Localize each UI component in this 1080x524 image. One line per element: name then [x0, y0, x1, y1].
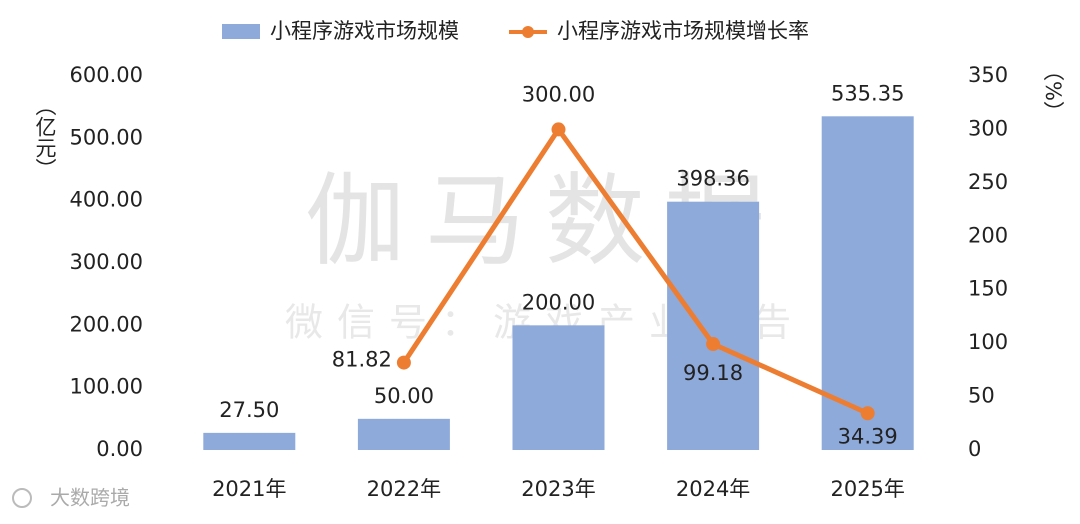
bar-value-label: 535.35: [831, 81, 904, 105]
x-tick-label: 2024年: [676, 477, 750, 501]
y-axis-title: （亿元）: [33, 95, 57, 179]
y2-tick-label: 0: [968, 437, 981, 461]
y2-tick-label: 250: [968, 170, 1008, 194]
y-tick-label: 0.00: [96, 437, 143, 461]
y-tick-label: 400.00: [70, 188, 143, 212]
y2-tick-label: 50: [968, 384, 995, 408]
y2-axis-title: （%）: [1041, 60, 1065, 122]
legend-swatch: [522, 26, 534, 38]
bar-value-label: 50.00: [374, 384, 434, 408]
line-point: [860, 406, 875, 421]
line: [401, 126, 869, 416]
y2-tick-label: 100: [968, 330, 1008, 354]
y-tick-label: 300.00: [70, 250, 143, 274]
line-value-label: 99.18: [683, 361, 743, 385]
y-tick-label: 100.00: [70, 375, 143, 399]
line-value-label: 81.82: [332, 348, 392, 372]
bar: [357, 418, 450, 450]
legend-swatch: [222, 24, 260, 39]
legend-label: 小程序游戏市场规模: [270, 19, 459, 43]
bar: [667, 201, 760, 450]
logo-text: 大数跨境: [50, 486, 130, 510]
y-tick-label: 200.00: [70, 312, 143, 336]
line-value-label: 300.00: [522, 82, 595, 106]
bar-value-label: 200.00: [522, 290, 595, 314]
line-point: [396, 355, 411, 370]
x-tick-label: 2023年: [521, 477, 595, 501]
y-tick-label: 500.00: [70, 125, 143, 149]
y2-tick-label: 200: [968, 223, 1008, 247]
x-tick-label: 2022年: [367, 477, 441, 501]
line-point: [551, 122, 566, 137]
bar: [821, 116, 914, 451]
legend-label: 小程序游戏市场规模增长率: [557, 19, 809, 43]
bar: [203, 432, 296, 450]
bar: [512, 325, 605, 450]
x-tick-label: 2021年: [212, 477, 286, 501]
bar-value-label: 27.50: [219, 398, 279, 422]
y2-tick-label: 150: [968, 277, 1008, 301]
bar-value-label: 398.36: [676, 167, 749, 191]
logo-icon: [12, 488, 32, 508]
y-tick-label: 600.00: [70, 63, 143, 87]
line-value-label: 34.39: [838, 424, 898, 448]
y2-tick-label: 300: [968, 116, 1008, 140]
x-tick-label: 2025年: [830, 477, 904, 501]
line-point: [706, 337, 721, 352]
y2-tick-label: 350: [968, 63, 1008, 87]
